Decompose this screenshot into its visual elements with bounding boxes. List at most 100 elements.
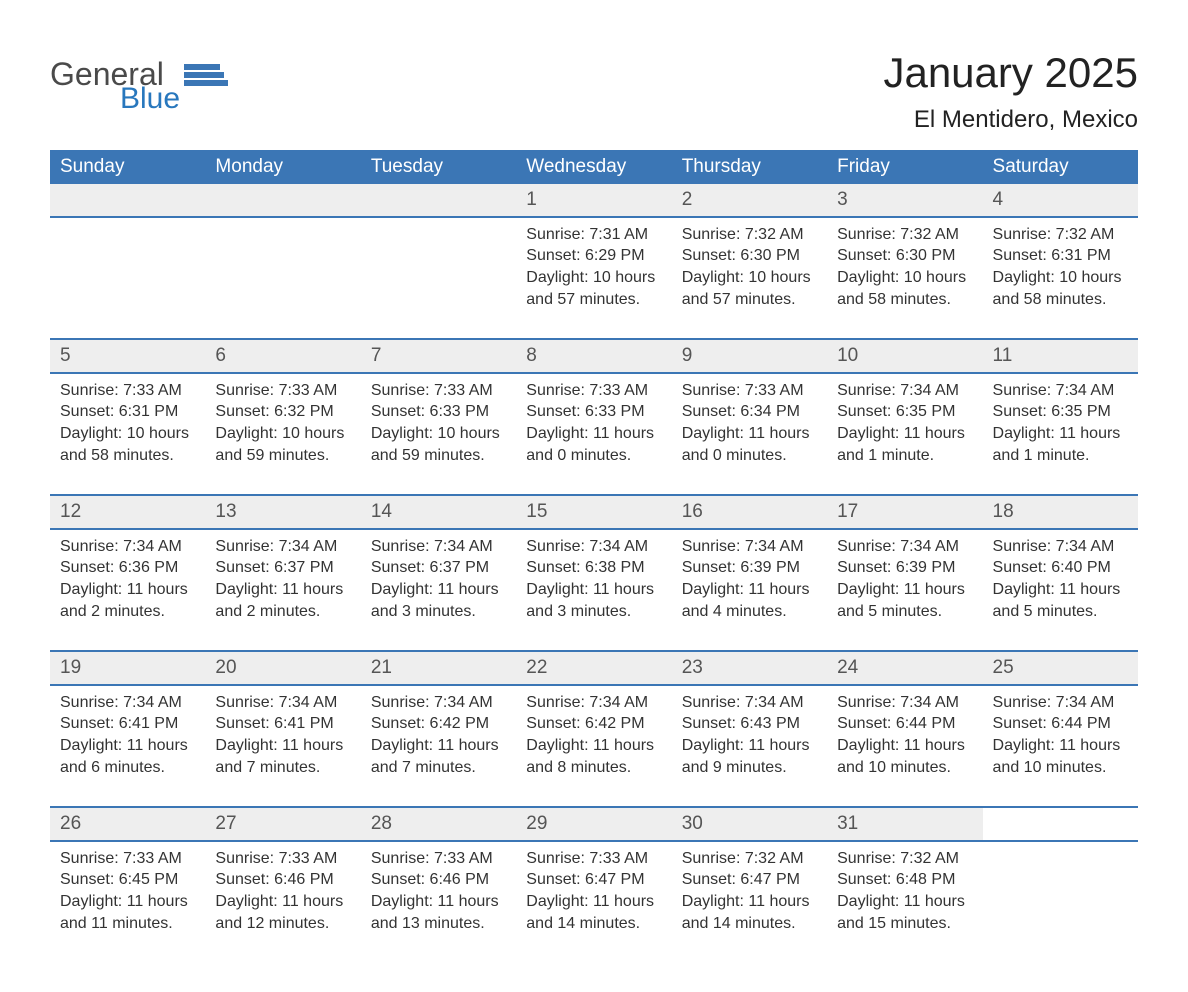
sunrise-text: Sunrise: 7:33 AM — [526, 848, 661, 870]
day-cell: Sunrise: 7:34 AMSunset: 6:36 PMDaylight:… — [50, 529, 205, 651]
daylight-text: Daylight: 11 hours and 3 minutes. — [371, 579, 506, 622]
sunrise-text: Sunrise: 7:31 AM — [526, 224, 661, 246]
sunset-text: Sunset: 6:48 PM — [837, 869, 972, 891]
day-cell: Sunrise: 7:33 AMSunset: 6:34 PMDaylight:… — [672, 373, 827, 495]
daylight-text: Daylight: 11 hours and 0 minutes. — [682, 423, 817, 466]
sunset-text: Sunset: 6:44 PM — [837, 713, 972, 735]
day-cell: Sunrise: 7:32 AMSunset: 6:48 PMDaylight:… — [827, 841, 982, 962]
week-content-row: Sunrise: 7:34 AMSunset: 6:41 PMDaylight:… — [50, 685, 1138, 807]
page-subtitle: El Mentidero, Mexico — [883, 106, 1138, 134]
week-daynum-row: 262728293031 — [50, 807, 1138, 841]
week-daynum-row: 567891011 — [50, 339, 1138, 373]
sunrise-text: Sunrise: 7:32 AM — [837, 848, 972, 870]
day-number-cell: 21 — [361, 651, 516, 685]
sunset-text: Sunset: 6:45 PM — [60, 869, 195, 891]
sunrise-text: Sunrise: 7:34 AM — [837, 380, 972, 402]
weekday-header-row: SundayMondayTuesdayWednesdayThursdayFrid… — [50, 150, 1138, 184]
weekday-header: Friday — [827, 150, 982, 184]
day-cell: Sunrise: 7:33 AMSunset: 6:32 PMDaylight:… — [205, 373, 360, 495]
week-daynum-row: 1234 — [50, 184, 1138, 217]
day-cell: Sunrise: 7:33 AMSunset: 6:33 PMDaylight:… — [361, 373, 516, 495]
day-cell — [205, 217, 360, 339]
sunset-text: Sunset: 6:44 PM — [993, 713, 1128, 735]
daylight-text: Daylight: 11 hours and 14 minutes. — [682, 891, 817, 934]
daylight-text: Daylight: 10 hours and 57 minutes. — [682, 267, 817, 310]
sunrise-text: Sunrise: 7:34 AM — [682, 536, 817, 558]
sunset-text: Sunset: 6:42 PM — [371, 713, 506, 735]
day-number-cell — [50, 184, 205, 217]
daylight-text: Daylight: 11 hours and 9 minutes. — [682, 735, 817, 778]
day-cell — [983, 841, 1138, 962]
day-number-cell: 7 — [361, 339, 516, 373]
day-number-cell: 28 — [361, 807, 516, 841]
day-number-cell: 31 — [827, 807, 982, 841]
sunrise-text: Sunrise: 7:34 AM — [371, 536, 506, 558]
day-number-cell: 1 — [516, 184, 671, 217]
day-cell: Sunrise: 7:34 AMSunset: 6:40 PMDaylight:… — [983, 529, 1138, 651]
day-number-cell: 19 — [50, 651, 205, 685]
sunset-text: Sunset: 6:31 PM — [60, 401, 195, 423]
sunset-text: Sunset: 6:32 PM — [215, 401, 350, 423]
day-cell: Sunrise: 7:33 AMSunset: 6:46 PMDaylight:… — [205, 841, 360, 962]
day-number-cell — [983, 807, 1138, 841]
week-content-row: Sunrise: 7:34 AMSunset: 6:36 PMDaylight:… — [50, 529, 1138, 651]
daylight-text: Daylight: 11 hours and 14 minutes. — [526, 891, 661, 934]
day-number-cell: 10 — [827, 339, 982, 373]
sunset-text: Sunset: 6:30 PM — [682, 245, 817, 267]
sunset-text: Sunset: 6:46 PM — [215, 869, 350, 891]
sunset-text: Sunset: 6:40 PM — [993, 557, 1128, 579]
day-number-cell: 16 — [672, 495, 827, 529]
day-cell: Sunrise: 7:34 AMSunset: 6:37 PMDaylight:… — [205, 529, 360, 651]
week-content-row: Sunrise: 7:31 AMSunset: 6:29 PM Daylight:… — [50, 217, 1138, 339]
sunset-text: Sunset: 6:47 PM — [682, 869, 817, 891]
sunset-text: Sunset: 6:30 PM — [837, 245, 972, 267]
day-number-cell: 30 — [672, 807, 827, 841]
daylight-text: Daylight: 11 hours and 15 minutes. — [837, 891, 972, 934]
daylight-text: Daylight: 11 hours and 2 minutes. — [60, 579, 195, 622]
daylight-text: Daylight: 11 hours and 7 minutes. — [215, 735, 350, 778]
day-cell: Sunrise: 7:34 AMSunset: 6:37 PMDaylight:… — [361, 529, 516, 651]
day-number-cell: 22 — [516, 651, 671, 685]
sunset-text: Sunset: 6:41 PM — [215, 713, 350, 735]
sunset-text: Sunset: 6:37 PM — [215, 557, 350, 579]
daylight-text: Daylight: 11 hours and 10 minutes. — [993, 735, 1128, 778]
daylight-text: Daylight: 11 hours and 10 minutes. — [837, 735, 972, 778]
day-number-cell: 13 — [205, 495, 360, 529]
day-cell: Sunrise: 7:34 AMSunset: 6:44 PMDaylight:… — [983, 685, 1138, 807]
day-number-cell: 2 — [672, 184, 827, 217]
day-cell: Sunrise: 7:33 AMSunset: 6:31 PMDaylight:… — [50, 373, 205, 495]
sunrise-text: Sunrise: 7:33 AM — [371, 380, 506, 402]
day-number-cell: 3 — [827, 184, 982, 217]
sunset-text: Sunset: 6:29 PM — [526, 245, 661, 267]
day-number-cell: 15 — [516, 495, 671, 529]
weekday-header: Saturday — [983, 150, 1138, 184]
daylight-text: Daylight: 11 hours and 0 minutes. — [526, 423, 661, 466]
sunset-text: Sunset: 6:43 PM — [682, 713, 817, 735]
sunset-text: Sunset: 6:47 PM — [526, 869, 661, 891]
day-number-cell: 14 — [361, 495, 516, 529]
week-content-row: Sunrise: 7:33 AMSunset: 6:45 PMDaylight:… — [50, 841, 1138, 962]
sunrise-text: Sunrise: 7:33 AM — [215, 380, 350, 402]
sunrise-text: Sunrise: 7:33 AM — [60, 380, 195, 402]
sunrise-text: Sunrise: 7:34 AM — [60, 536, 195, 558]
daylight-text: Daylight: 10 hours and 59 minutes. — [371, 423, 506, 466]
day-number-cell: 27 — [205, 807, 360, 841]
sunrise-text: Sunrise: 7:33 AM — [682, 380, 817, 402]
calendar-table: SundayMondayTuesdayWednesdayThursdayFrid… — [50, 150, 1138, 962]
sunrise-text: Sunrise: 7:33 AM — [60, 848, 195, 870]
sunrise-text: Sunrise: 7:33 AM — [371, 848, 506, 870]
day-cell: Sunrise: 7:34 AMSunset: 6:44 PMDaylight:… — [827, 685, 982, 807]
header: General Blue January 2025 El Mentidero, … — [50, 50, 1138, 134]
daylight-text: Daylight: 10 hours and 58 minutes. — [60, 423, 195, 466]
logo-blue: Blue — [120, 84, 180, 114]
sunset-text: Sunset: 6:38 PM — [526, 557, 661, 579]
sunset-text: Sunset: 6:37 PM — [371, 557, 506, 579]
day-number-cell: 23 — [672, 651, 827, 685]
day-number-cell: 29 — [516, 807, 671, 841]
sunrise-text: Sunrise: 7:33 AM — [215, 848, 350, 870]
day-cell: Sunrise: 7:34 AMSunset: 6:35 PMDaylight:… — [827, 373, 982, 495]
sunset-text: Sunset: 6:42 PM — [526, 713, 661, 735]
daylight-text: Daylight: 11 hours and 5 minutes. — [993, 579, 1128, 622]
sunset-text: Sunset: 6:46 PM — [371, 869, 506, 891]
calendar-page: General Blue January 2025 El Mentidero, … — [0, 0, 1188, 992]
